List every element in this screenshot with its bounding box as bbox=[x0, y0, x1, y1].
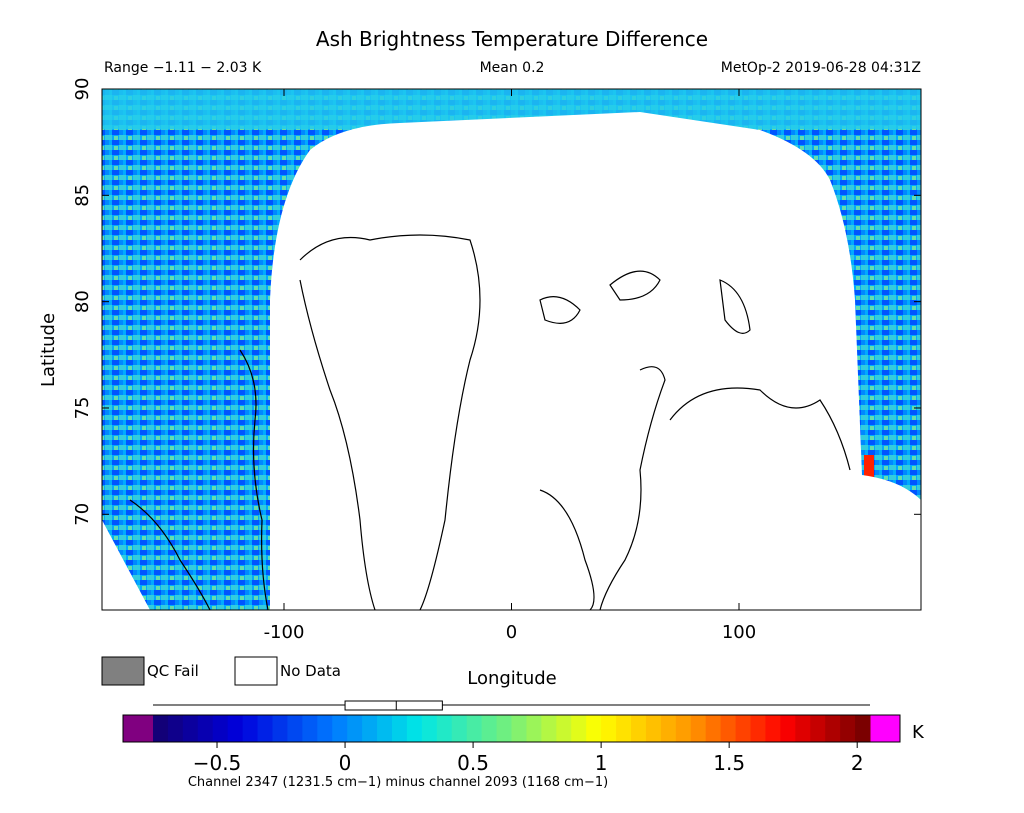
colorbar-segment bbox=[182, 715, 199, 742]
qc-fail-swatch bbox=[101, 656, 145, 686]
x-tick-label: 100 bbox=[722, 622, 756, 643]
colorbar-segment bbox=[855, 715, 871, 742]
colorbar-segment bbox=[690, 715, 707, 742]
chart-title: Ash Brightness Temperature Difference bbox=[316, 27, 708, 51]
colorbar-frame bbox=[122, 714, 901, 743]
hot-pixels bbox=[864, 455, 874, 477]
colorbar-segment bbox=[571, 715, 587, 742]
colorbar-segment bbox=[167, 715, 184, 742]
colorbar-segment bbox=[227, 715, 244, 742]
x-axis-label: Longitude bbox=[467, 668, 557, 689]
colorbar-under bbox=[123, 715, 153, 742]
histogram-box bbox=[153, 700, 870, 711]
colorbar-segment bbox=[466, 715, 483, 742]
colorbar-segment bbox=[825, 715, 841, 742]
no-data-swatch bbox=[234, 656, 278, 686]
colorbar-segment bbox=[765, 715, 781, 742]
colorbar-over bbox=[870, 715, 900, 742]
colorbar-segment bbox=[197, 715, 214, 742]
coastlines bbox=[129, 234, 851, 610]
colorbar-segment bbox=[586, 715, 602, 742]
colorbar-segment bbox=[406, 715, 423, 742]
y-axis: 70 75 80 85 90 bbox=[72, 78, 921, 526]
y-tick-label: 70 bbox=[72, 503, 93, 526]
colorbar-segment bbox=[631, 715, 647, 742]
x-tick-label: -100 bbox=[264, 622, 305, 643]
colorbar-segment bbox=[451, 715, 468, 742]
y-tick-label: 75 bbox=[72, 397, 93, 420]
colorbar-segment bbox=[347, 715, 363, 742]
colorbar-segment bbox=[780, 715, 796, 742]
colorbar-segment bbox=[242, 715, 259, 742]
colorbar-tick-label: 1 bbox=[595, 751, 608, 775]
y-tick-label: 90 bbox=[72, 78, 93, 101]
colorbar-segment bbox=[377, 715, 393, 742]
colorbar-tick-label: 2 bbox=[851, 751, 864, 775]
box-iqr bbox=[344, 700, 443, 711]
no-data-swath bbox=[270, 112, 921, 610]
colorbar-segment bbox=[481, 715, 498, 742]
colorbar-segment bbox=[795, 715, 811, 742]
colorbar-segment bbox=[272, 715, 288, 742]
colorbar-segment bbox=[840, 715, 856, 742]
qc-fail-label: QC Fail bbox=[147, 662, 199, 680]
colorbar-segment bbox=[212, 715, 229, 742]
range-text: Range −1.11 − 2.03 K bbox=[104, 60, 262, 76]
colorbar-segment bbox=[810, 715, 826, 742]
colorbar-segment bbox=[705, 715, 722, 742]
colorbar-segment bbox=[302, 715, 318, 742]
colorbar-segment bbox=[675, 715, 692, 742]
colorbar-ticks: −0.5 0 0.5 1 1.5 2 bbox=[193, 742, 864, 775]
colorbar-segment bbox=[153, 715, 169, 742]
no-data-label: No Data bbox=[280, 662, 341, 680]
satellite-time-text: MetOp-2 2019-06-28 04:31Z bbox=[721, 60, 921, 76]
colorbar-segment bbox=[750, 715, 766, 742]
y-tick-label: 85 bbox=[72, 184, 93, 207]
colorbar-segment bbox=[362, 715, 378, 742]
colorbar-segment bbox=[735, 715, 751, 742]
colorbar-segment bbox=[332, 715, 348, 742]
x-axis: -100 0 100 bbox=[264, 89, 756, 643]
y-axis-label: Latitude bbox=[38, 313, 59, 387]
colorbar-segment bbox=[526, 715, 542, 742]
x-tick-label: 0 bbox=[506, 622, 517, 643]
colorbar-tick-label: −0.5 bbox=[193, 751, 242, 775]
colorbar-segment bbox=[616, 715, 632, 742]
colorbar-tick-label: 1.5 bbox=[713, 751, 745, 775]
colorbar-segment bbox=[496, 715, 512, 742]
colorbar-unit-label: K bbox=[912, 722, 925, 743]
mean-text: Mean 0.2 bbox=[480, 60, 545, 76]
no-data-corner bbox=[102, 520, 150, 610]
colorbar bbox=[122, 714, 901, 743]
plot-area bbox=[102, 89, 921, 610]
colorbar-segment bbox=[287, 715, 303, 742]
colorbar-segment bbox=[436, 715, 453, 742]
colorbar-segment bbox=[421, 715, 438, 742]
colorbar-segment bbox=[317, 715, 333, 742]
colorbar-segment bbox=[257, 715, 273, 742]
colorbar-segment bbox=[556, 715, 572, 742]
colorbar-segment bbox=[511, 715, 527, 742]
colorbar-segment bbox=[645, 715, 662, 742]
colorbar-segment bbox=[660, 715, 677, 742]
y-tick-label: 80 bbox=[72, 290, 93, 313]
colorbar-caption: Channel 2347 (1231.5 cm−1) minus channel… bbox=[188, 775, 608, 790]
colorbar-segment bbox=[601, 715, 617, 742]
colorbar-segment bbox=[392, 715, 408, 742]
colorbar-tick-label: 0.5 bbox=[457, 751, 489, 775]
colorbar-segment bbox=[720, 715, 737, 742]
colorbar-tick-label: 0 bbox=[339, 751, 352, 775]
colorbar-segment bbox=[541, 715, 557, 742]
